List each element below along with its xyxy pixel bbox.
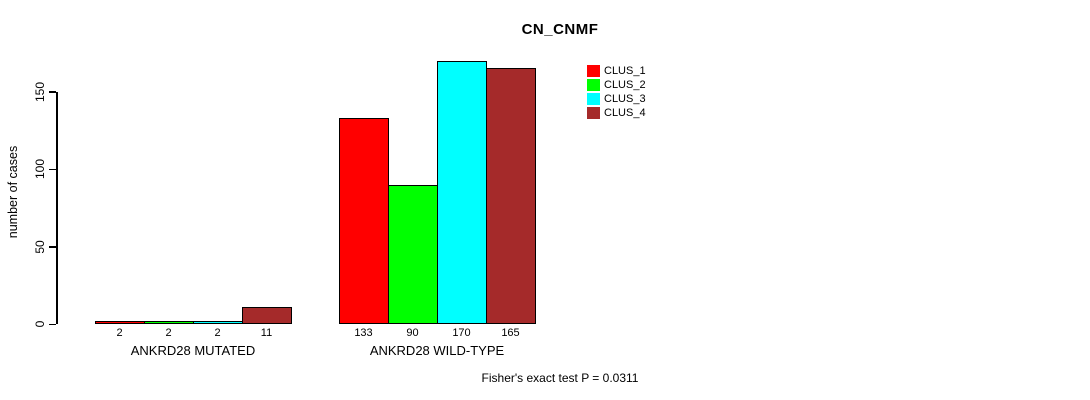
legend-swatch-clus_4 — [587, 107, 600, 119]
legend-swatch-clus_3 — [587, 93, 600, 105]
legend-label-clus_4: CLUS_4 — [604, 107, 646, 119]
bar-clus_4 — [242, 306, 292, 324]
legend-label-clus_1: CLUS_1 — [604, 65, 646, 77]
legend-label-clus_2: CLUS_2 — [604, 79, 646, 91]
bar-value-label: 133 — [354, 327, 373, 339]
bar-clus_4 — [486, 68, 536, 324]
annotation-text: Fisher's exact test P = 0.0311 — [481, 371, 639, 385]
y-axis-tick — [49, 91, 56, 93]
bar-clus_3 — [193, 320, 243, 324]
legend-swatch-clus_2 — [587, 79, 600, 91]
bar-value-label: 11 — [260, 327, 273, 339]
y-axis-tick-label: 0 — [33, 320, 47, 328]
bar-value-label: 90 — [406, 327, 419, 339]
bar-value-label: 2 — [214, 327, 221, 339]
bar-value-label: 2 — [165, 327, 172, 339]
y-axis-tick — [49, 246, 56, 248]
legend-label-clus_3: CLUS_3 — [604, 93, 646, 105]
bar-value-label: 170 — [452, 327, 471, 339]
y-axis-label: number of cases — [6, 145, 20, 239]
bar-value-label: 2 — [116, 327, 123, 339]
legend-swatch-clus_1 — [587, 65, 600, 77]
bar-clus_3 — [437, 60, 487, 324]
category-label: ANKRD28 WILD-TYPE — [369, 343, 505, 358]
chart-title: CN_CNMF — [521, 21, 599, 38]
bar-clus_1 — [339, 117, 389, 324]
y-axis-line — [56, 91, 58, 324]
bar-clus_2 — [388, 184, 438, 324]
y-axis-tick — [49, 323, 56, 325]
y-axis-tick-label: 100 — [33, 158, 47, 180]
bar-clus_1 — [95, 320, 145, 324]
y-axis-tick — [49, 168, 56, 170]
bar-value-label: 165 — [501, 327, 520, 339]
y-axis-tick-label: 50 — [33, 239, 47, 254]
y-axis-tick-label: 150 — [33, 81, 47, 102]
category-label: ANKRD28 MUTATED — [130, 343, 256, 358]
bar-clus_2 — [144, 320, 194, 324]
